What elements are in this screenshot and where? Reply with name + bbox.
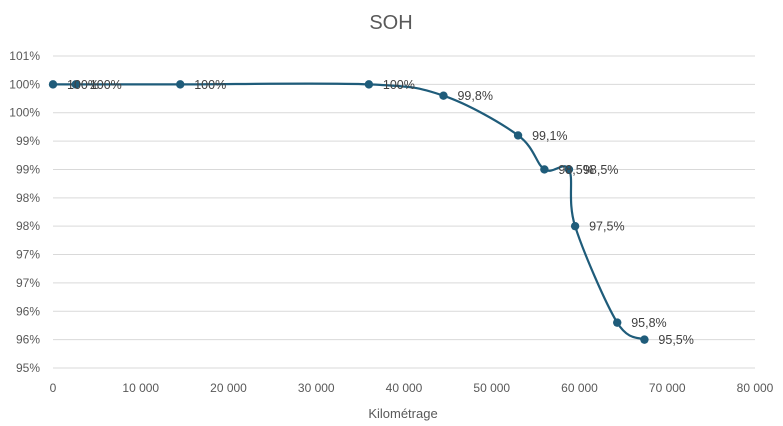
data-point: [71, 80, 81, 89]
y-tick-label: 97%: [16, 248, 40, 262]
data-label: 100%: [383, 78, 415, 92]
x-tick-label: 10 000: [122, 381, 159, 395]
data-label: 98,5%: [583, 163, 618, 177]
y-tick-label: 96%: [16, 304, 40, 318]
data-point: [613, 318, 622, 327]
x-tick-label: 40 000: [386, 381, 423, 395]
x-tick-label: 60 000: [561, 381, 598, 395]
y-tick-label: 96%: [16, 333, 40, 347]
data-point: [439, 91, 448, 100]
x-tick-label: 50 000: [473, 381, 510, 395]
chart-title: SOH: [369, 12, 412, 34]
x-tick-label: 30 000: [298, 381, 335, 395]
data-points: [48, 80, 649, 344]
x-axis-title: Kilométrage: [368, 406, 437, 421]
data-label: 95,8%: [631, 316, 666, 330]
data-label: 99,1%: [532, 129, 567, 143]
data-point: [540, 165, 549, 174]
x-tick-label: 70 000: [649, 381, 686, 395]
y-tick-label: 101%: [9, 49, 40, 63]
y-tick-label: 100%: [9, 106, 40, 120]
y-tick-label: 98%: [16, 219, 40, 233]
x-tick-label: 80 000: [737, 381, 774, 395]
data-point: [564, 165, 574, 174]
data-point: [640, 335, 649, 344]
data-label: 100%: [194, 78, 226, 92]
x-axis-ticks: 0 10 000 20 000 30 000 40 000 50 000 60 000 70 …: [50, 381, 774, 395]
y-tick-label: 99%: [16, 134, 40, 148]
x-tick-label: 0: [50, 381, 57, 395]
y-tick-label: 95%: [16, 361, 40, 375]
y-tick-label: 100%: [9, 77, 40, 91]
series-line: [53, 82, 645, 341]
data-label: 100%: [67, 78, 99, 92]
data-label: 100%: [90, 78, 122, 92]
x-tick-label: 20 000: [210, 381, 247, 395]
data-label: 97,5%: [589, 220, 624, 234]
data-point: [176, 80, 185, 89]
data-label: 98,5%: [558, 163, 593, 177]
y-tick-label: 97%: [16, 276, 40, 290]
y-tick-label: 99%: [16, 162, 40, 176]
data-point: [513, 131, 523, 140]
data-labels: 100%100% 100% 100%99,8%99,1%98,5%98,5%97,5…: [67, 78, 694, 347]
y-tick-label: 98%: [16, 191, 40, 205]
data-label: 95,5%: [658, 333, 693, 347]
data-label: 99,8%: [457, 89, 492, 103]
data-point: [364, 80, 374, 89]
y-axis-ticks: 95% 96% 96% 97% 97% 98% 98% 99% 99% 100% 100% 101%: [9, 49, 40, 375]
data-point: [570, 221, 580, 231]
data-point: [48, 80, 58, 89]
